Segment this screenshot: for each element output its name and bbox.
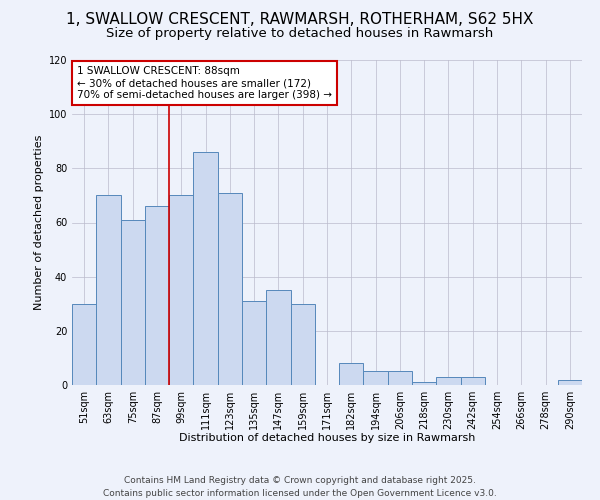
Text: 1, SWALLOW CRESCENT, RAWMARSH, ROTHERHAM, S62 5HX: 1, SWALLOW CRESCENT, RAWMARSH, ROTHERHAM… [66,12,534,28]
Bar [242,301,266,385]
Bar [169,196,193,385]
Bar [412,382,436,385]
Bar [218,192,242,385]
Bar [145,206,169,385]
X-axis label: Distribution of detached houses by size in Rawmarsh: Distribution of detached houses by size … [179,434,475,444]
Bar [121,220,145,385]
Bar [558,380,582,385]
Y-axis label: Number of detached properties: Number of detached properties [34,135,44,310]
Bar [388,372,412,385]
Bar [436,377,461,385]
Bar [364,372,388,385]
Text: 1 SWALLOW CRESCENT: 88sqm
← 30% of detached houses are smaller (172)
70% of semi: 1 SWALLOW CRESCENT: 88sqm ← 30% of detac… [77,66,332,100]
Bar [461,377,485,385]
Bar [290,304,315,385]
Bar [72,304,96,385]
Bar [193,152,218,385]
Text: Size of property relative to detached houses in Rawmarsh: Size of property relative to detached ho… [106,28,494,40]
Bar [339,364,364,385]
Bar [266,290,290,385]
Bar [96,196,121,385]
Text: Contains HM Land Registry data © Crown copyright and database right 2025.
Contai: Contains HM Land Registry data © Crown c… [103,476,497,498]
